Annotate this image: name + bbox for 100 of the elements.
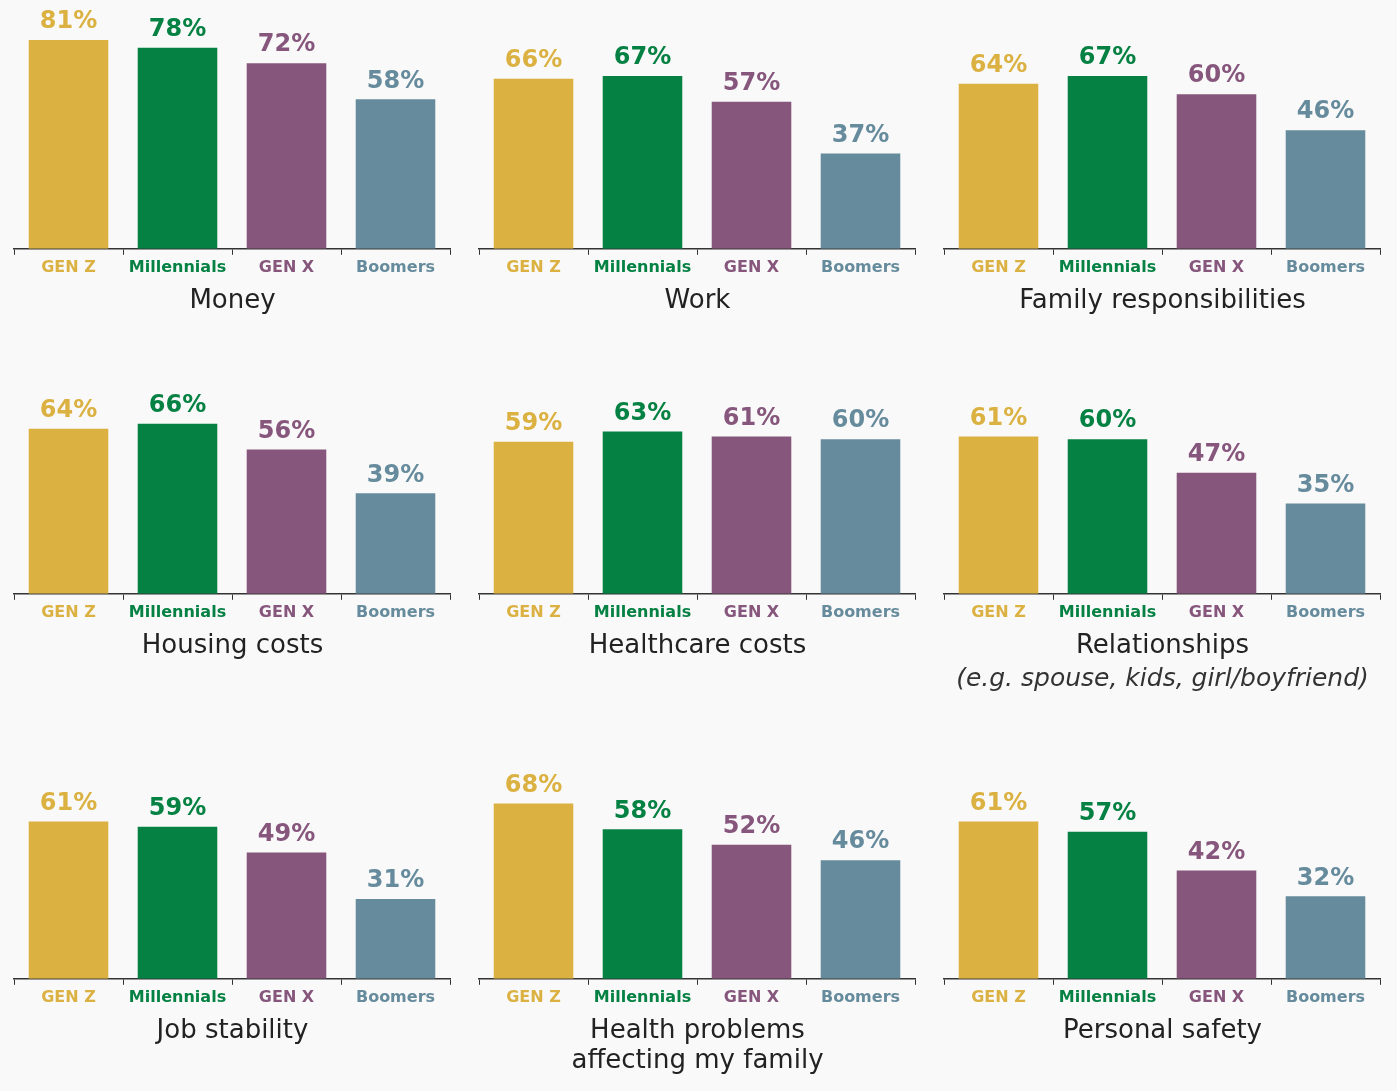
bar bbox=[602, 829, 683, 979]
bar bbox=[1176, 94, 1257, 249]
x-tick-label: GEN Z bbox=[506, 601, 561, 621]
data-label: 58% bbox=[613, 795, 672, 824]
x-tick-label: GEN X bbox=[258, 256, 315, 276]
text: (e.g. spouse, kids, girl/boyfriend) bbox=[955, 663, 1370, 692]
x-tick-label: GEN Z bbox=[971, 601, 1026, 621]
x-tick-label: GEN X bbox=[723, 256, 780, 276]
x-tick-label: Boomers bbox=[820, 256, 901, 276]
x-tick-label: Boomers bbox=[355, 986, 436, 1006]
data-label: 46% bbox=[1296, 96, 1355, 125]
data-label: 72% bbox=[257, 29, 316, 58]
data-label: 46% bbox=[831, 826, 890, 855]
bar bbox=[355, 898, 436, 979]
x-tick-label: Millennials bbox=[593, 986, 692, 1006]
x-tick-label: Millennials bbox=[593, 256, 692, 276]
data-label: 59% bbox=[148, 792, 207, 821]
x-tick-label: Boomers bbox=[820, 601, 901, 621]
bar bbox=[1176, 870, 1257, 979]
x-tick-label: Millennials bbox=[128, 601, 227, 621]
bar bbox=[820, 153, 901, 249]
x-tick-label: GEN X bbox=[723, 601, 780, 621]
bar bbox=[493, 78, 574, 249]
x-tick-label: GEN Z bbox=[41, 601, 96, 621]
data-label: 67% bbox=[1078, 42, 1137, 71]
bar bbox=[355, 493, 436, 594]
data-label: 78% bbox=[148, 13, 207, 42]
bar bbox=[355, 99, 436, 249]
bar bbox=[493, 441, 574, 594]
text: Personal safety bbox=[1062, 1014, 1263, 1044]
x-tick-label: GEN X bbox=[1188, 986, 1245, 1006]
x-tick-label: Boomers bbox=[355, 256, 436, 276]
x-tick-label: Boomers bbox=[820, 986, 901, 1006]
bar bbox=[28, 40, 109, 249]
bar bbox=[1067, 76, 1148, 249]
bar bbox=[602, 76, 683, 249]
data-label: 49% bbox=[257, 818, 316, 847]
data-label: 66% bbox=[148, 389, 207, 418]
x-tick-label: GEN X bbox=[1188, 256, 1245, 276]
x-tick-label: Millennials bbox=[128, 986, 227, 1006]
x-tick-label: GEN X bbox=[258, 986, 315, 1006]
bar bbox=[1067, 439, 1148, 594]
bar bbox=[820, 860, 901, 979]
data-label: 67% bbox=[613, 42, 672, 71]
bar bbox=[137, 826, 218, 979]
bar bbox=[28, 428, 109, 594]
data-label: 64% bbox=[39, 395, 98, 424]
data-label: 60% bbox=[831, 405, 890, 434]
text: Housing costs bbox=[140, 629, 325, 659]
text: Job stability bbox=[154, 1014, 310, 1044]
data-label: 42% bbox=[1187, 836, 1246, 865]
bar bbox=[602, 431, 683, 594]
x-tick-label: Boomers bbox=[355, 601, 436, 621]
data-label: 58% bbox=[366, 65, 425, 94]
x-tick-label: GEN Z bbox=[506, 986, 561, 1006]
data-label: 61% bbox=[969, 787, 1028, 816]
data-label: 60% bbox=[1187, 60, 1246, 89]
bar bbox=[1285, 896, 1366, 979]
bar bbox=[711, 436, 792, 594]
data-label: 32% bbox=[1296, 862, 1355, 891]
x-tick-label: Millennials bbox=[1058, 256, 1157, 276]
bar bbox=[246, 63, 327, 249]
text: Family responsibilities bbox=[1018, 284, 1307, 314]
bar bbox=[246, 449, 327, 594]
text: Healthcare costs bbox=[587, 629, 808, 659]
data-label: 39% bbox=[366, 459, 425, 488]
x-tick-label: GEN Z bbox=[41, 256, 96, 276]
data-label: 68% bbox=[504, 769, 563, 798]
data-label: 37% bbox=[831, 119, 890, 148]
bar bbox=[958, 436, 1039, 594]
bar bbox=[820, 439, 901, 594]
bar bbox=[28, 821, 109, 979]
data-label: 64% bbox=[969, 50, 1028, 79]
bar bbox=[1176, 472, 1257, 594]
x-tick-label: GEN Z bbox=[41, 986, 96, 1006]
data-label: 59% bbox=[504, 407, 563, 436]
text: Work bbox=[663, 284, 732, 314]
x-tick-label: GEN X bbox=[1188, 601, 1245, 621]
bar bbox=[137, 47, 218, 249]
x-tick-label: Millennials bbox=[593, 601, 692, 621]
data-label: 61% bbox=[969, 402, 1028, 431]
data-label: 52% bbox=[722, 810, 781, 839]
text: Health problems affecting my family bbox=[570, 1014, 825, 1074]
x-tick-label: GEN Z bbox=[971, 256, 1026, 276]
data-label: 63% bbox=[613, 397, 672, 426]
bar bbox=[137, 423, 218, 594]
data-label: 56% bbox=[257, 415, 316, 444]
data-label: 81% bbox=[39, 6, 98, 35]
data-label: 60% bbox=[1078, 405, 1137, 434]
data-label: 57% bbox=[1078, 798, 1137, 827]
bar bbox=[958, 821, 1039, 979]
text: Money bbox=[188, 284, 277, 314]
data-label: 61% bbox=[722, 402, 781, 431]
x-tick-label: Boomers bbox=[1285, 601, 1366, 621]
bar bbox=[1285, 503, 1366, 594]
bar bbox=[1067, 831, 1148, 979]
bar bbox=[1285, 130, 1366, 249]
bar bbox=[493, 803, 574, 979]
data-label: 47% bbox=[1187, 438, 1246, 467]
bar bbox=[711, 101, 792, 249]
